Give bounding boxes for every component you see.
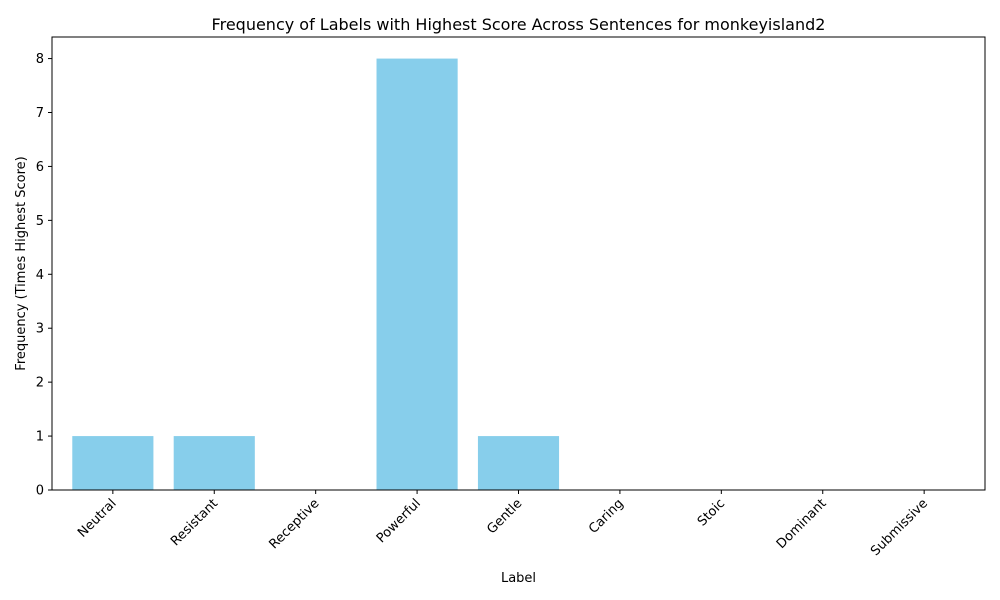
plot-frame (51, 36, 986, 491)
x-tick-label-gentle: Gentle (484, 496, 525, 537)
y-tick-label: 8 (36, 52, 44, 67)
y-tick-label: 0 (36, 484, 44, 499)
y-tick-label: 1 (36, 430, 44, 445)
y-tick-label: 4 (36, 268, 44, 283)
bar-powerful (376, 58, 458, 490)
bars-group (72, 58, 560, 490)
x-tick-label-resistant: Resistant (168, 496, 221, 549)
bar-gentle (477, 436, 560, 490)
x-tick-label-stoic: Stoic (695, 496, 728, 529)
y-tick-label: 6 (36, 160, 44, 175)
x-tick-label-receptive: Receptive (266, 496, 322, 552)
x-axis-label: Label (501, 571, 536, 586)
y-axis-label: Frequency (Times Highest Score) (14, 156, 29, 370)
x-tick-label-submissive: Submissive (868, 496, 931, 559)
x-tick-label-neutral: Neutral (75, 496, 120, 541)
y-tick-label: 2 (36, 376, 44, 391)
x-tick-label-powerful: Powerful (374, 496, 424, 546)
x-axis: Neutral Resistant Receptive Powerful Gentle C… (75, 490, 931, 559)
bar-resistant (173, 436, 255, 490)
y-tick-label: 7 (36, 106, 44, 121)
y-tick-label: 3 (36, 322, 44, 337)
y-axis: 0 1 2 3 4 5 6 7 8 (36, 52, 52, 499)
x-tick-label-dominant: Dominant (774, 496, 830, 552)
x-tick-label-caring: Caring (586, 496, 627, 537)
y-tick-label: 5 (36, 214, 44, 229)
chart-title: Frequency of Labels with Highest Score A… (212, 15, 826, 34)
bar-neutral (72, 436, 154, 490)
